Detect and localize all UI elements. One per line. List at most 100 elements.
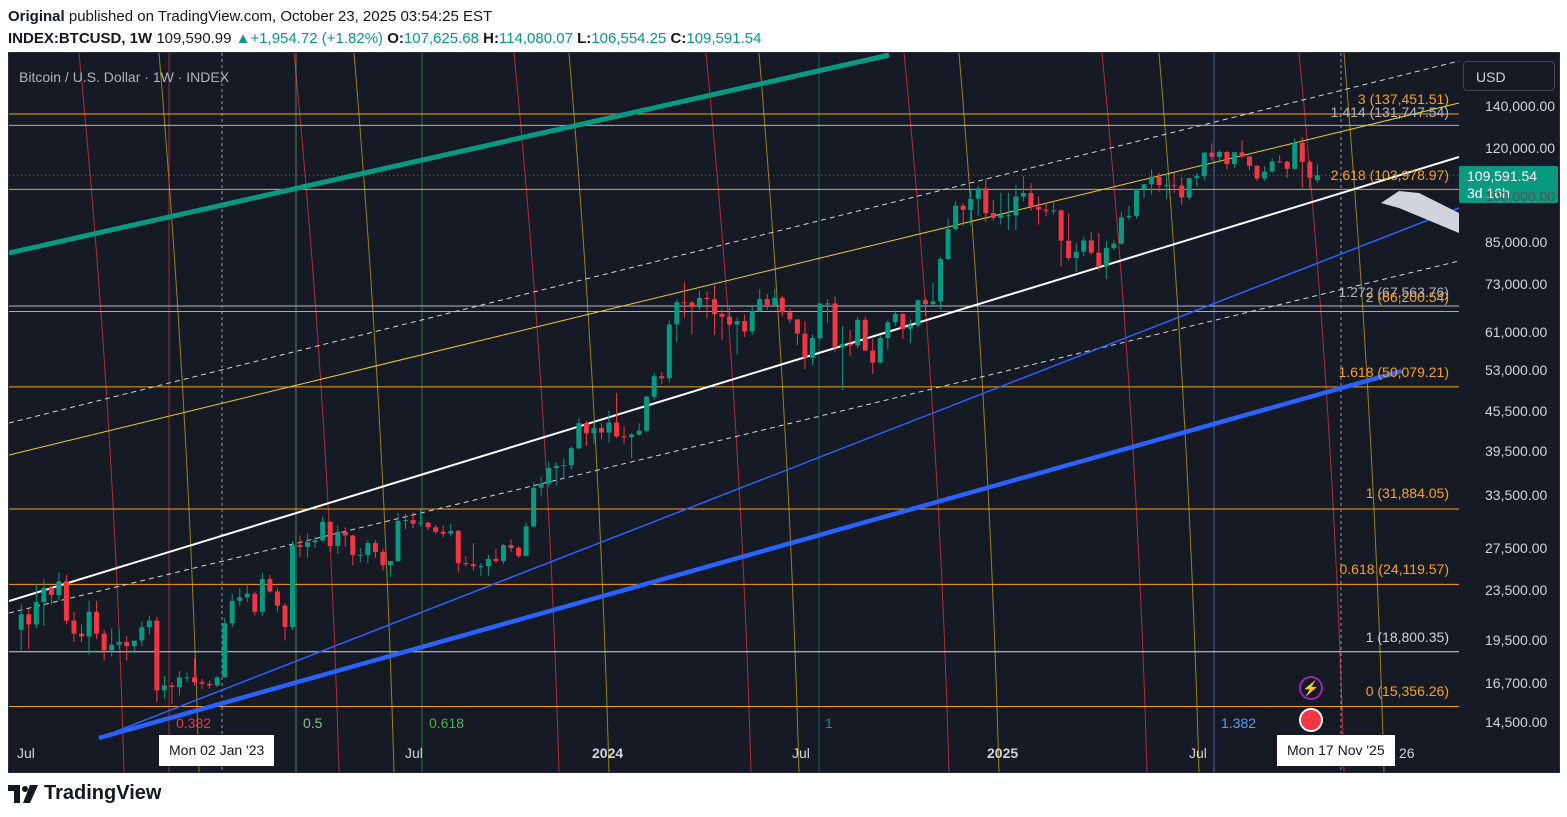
candle-body bbox=[546, 468, 552, 484]
candle-body bbox=[229, 600, 235, 624]
candle-body bbox=[847, 343, 853, 346]
currency-button[interactable]: USD bbox=[1463, 61, 1555, 91]
candle-body bbox=[644, 396, 650, 431]
candle-body bbox=[523, 526, 529, 556]
candle-body bbox=[787, 312, 793, 320]
time-cycle-line bbox=[78, 53, 125, 772]
candle-body bbox=[1043, 209, 1049, 211]
current-price: 109,591.54 bbox=[1467, 168, 1538, 184]
candle-body bbox=[1269, 161, 1275, 172]
fib-level-label: 3 (137,451.51) bbox=[1357, 91, 1449, 107]
time-cycle-line bbox=[1298, 53, 1345, 772]
candle-body bbox=[1299, 142, 1305, 162]
candle-body bbox=[380, 551, 386, 566]
chart-canvas[interactable] bbox=[9, 53, 1559, 772]
candle-body bbox=[1141, 184, 1147, 190]
open-value: 107,625.68 bbox=[403, 30, 479, 47]
us-flag-event-icon[interactable] bbox=[1299, 708, 1323, 732]
candle-body bbox=[1307, 161, 1313, 178]
candle-body bbox=[975, 188, 981, 199]
candle-body bbox=[960, 205, 966, 210]
chart-panel[interactable]: Bitcoin / U.S. Dollar · 1W · INDEX USD 1… bbox=[8, 52, 1560, 773]
candle-body bbox=[48, 588, 54, 595]
y-tick-label: 14,500.00 bbox=[1485, 714, 1548, 730]
candle-body bbox=[1149, 176, 1155, 185]
candle-body bbox=[214, 677, 220, 686]
candle-body bbox=[290, 545, 296, 628]
candle-body bbox=[1020, 193, 1026, 197]
brand-name: TradingView bbox=[44, 782, 162, 804]
candle-body bbox=[1096, 252, 1102, 267]
y-tick-label: 85,000.00 bbox=[1485, 234, 1548, 250]
time-cycle-line bbox=[958, 53, 1000, 772]
fib-level-label: 1.618 (50,079.21) bbox=[1338, 364, 1449, 380]
candle-body bbox=[478, 566, 484, 568]
candle-body bbox=[342, 531, 348, 536]
candle-body bbox=[1066, 240, 1072, 258]
candle-body bbox=[1013, 196, 1019, 216]
candle-body bbox=[1133, 189, 1139, 216]
candle-body bbox=[809, 338, 815, 358]
candle-body bbox=[320, 521, 326, 541]
candle-body bbox=[953, 205, 959, 230]
candle-body bbox=[440, 531, 446, 534]
candle-body bbox=[124, 641, 130, 647]
candle-body bbox=[282, 605, 288, 628]
lightning-event-icon[interactable]: ⚡ bbox=[1299, 676, 1323, 700]
candle-body bbox=[1292, 142, 1298, 169]
candle-body bbox=[1171, 184, 1177, 186]
white-trend-line bbox=[9, 156, 1460, 602]
y-tick-label: 73,000.00 bbox=[1485, 276, 1548, 292]
y-tick-label: 140,000.00 bbox=[1485, 98, 1556, 114]
candle-body bbox=[892, 313, 898, 323]
time-cycle-line bbox=[293, 53, 340, 772]
time-cycle-line bbox=[758, 53, 800, 772]
x-tick-label: Jul bbox=[405, 745, 423, 761]
candle-body bbox=[1194, 176, 1200, 179]
candle-body bbox=[711, 299, 717, 314]
publisher-name: Original bbox=[8, 8, 65, 25]
candle-body bbox=[915, 300, 921, 326]
candle-body bbox=[1036, 206, 1042, 210]
candle-body bbox=[418, 522, 424, 524]
candle-body bbox=[727, 316, 733, 325]
fib-level-label: 2 (66,200.54) bbox=[1365, 289, 1449, 305]
y-tick-label: 61,000.00 bbox=[1485, 324, 1548, 340]
candle-body bbox=[79, 633, 85, 637]
candle-body bbox=[779, 297, 785, 313]
candle-body bbox=[395, 520, 401, 562]
candle-body bbox=[463, 563, 469, 565]
candle-body bbox=[1156, 176, 1162, 185]
teal-trend-line bbox=[9, 53, 890, 256]
candle-body bbox=[561, 465, 567, 467]
candle-body bbox=[900, 313, 906, 329]
tradingview-logo: TradingView bbox=[8, 782, 161, 805]
open-label: O: bbox=[387, 30, 404, 47]
candle-body bbox=[538, 483, 544, 488]
yellow-trend-line bbox=[9, 102, 1460, 456]
candle-body bbox=[674, 302, 680, 325]
candle-body bbox=[1231, 152, 1237, 165]
candle-body bbox=[63, 581, 69, 621]
candle-body bbox=[1111, 243, 1117, 249]
candle-body bbox=[357, 554, 363, 556]
lower-dashed-line bbox=[9, 260, 1460, 614]
x-tick-label: Jul bbox=[1189, 745, 1207, 761]
crosshair-date-left: Mon 02 Jan '23 bbox=[159, 735, 275, 766]
candle-body bbox=[1073, 251, 1079, 258]
candle-body bbox=[651, 376, 657, 397]
candle-body bbox=[591, 428, 597, 434]
candle-body bbox=[1216, 152, 1222, 157]
close-label: C: bbox=[670, 30, 687, 47]
candle-body bbox=[553, 465, 559, 469]
candle-body bbox=[870, 350, 876, 363]
low-label: L: bbox=[577, 30, 592, 47]
candle-body bbox=[840, 343, 846, 347]
candle-body bbox=[666, 324, 672, 379]
candle-body bbox=[817, 303, 823, 339]
candle-body bbox=[907, 325, 913, 329]
last-price: 109,590.99 bbox=[156, 30, 232, 47]
fib-level-label: 1 (18,800.35) bbox=[1365, 629, 1449, 645]
y-tick-label: 16,700.00 bbox=[1485, 675, 1548, 691]
candle-body bbox=[387, 561, 393, 566]
